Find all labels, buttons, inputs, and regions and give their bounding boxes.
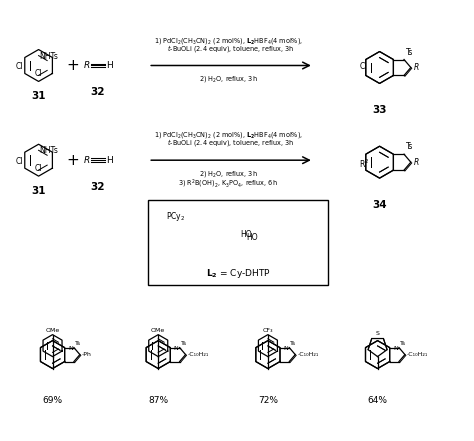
Text: N: N bbox=[174, 346, 179, 351]
Text: HO: HO bbox=[246, 233, 258, 242]
Text: 2) H$_2$O, reflux, 3h: 2) H$_2$O, reflux, 3h bbox=[199, 75, 257, 85]
Text: Ts: Ts bbox=[406, 142, 413, 151]
Text: $t$-BuOLi (2.4 equiv), toluene, reflux, 3h: $t$-BuOLi (2.4 equiv), toluene, reflux, … bbox=[162, 137, 294, 148]
Text: 3) R$^2$B(OH)$_2$, K$_3$PO$_4$, reflux, 6h: 3) R$^2$B(OH)$_2$, K$_3$PO$_4$, reflux, … bbox=[178, 178, 278, 191]
Text: -C₁₀H₂₁: -C₁₀H₂₁ bbox=[407, 352, 428, 357]
Text: R: R bbox=[414, 63, 419, 72]
Text: H: H bbox=[106, 156, 113, 164]
Text: NHTs: NHTs bbox=[40, 52, 58, 60]
Text: Ts: Ts bbox=[290, 340, 296, 346]
Text: 64%: 64% bbox=[367, 396, 388, 405]
Text: -C₁₀H₂₁: -C₁₀H₂₁ bbox=[297, 352, 319, 357]
Text: Ts: Ts bbox=[181, 340, 187, 346]
Text: OMe: OMe bbox=[46, 328, 60, 333]
Text: 33: 33 bbox=[373, 105, 387, 116]
Text: Ts: Ts bbox=[406, 48, 413, 56]
Text: 69%: 69% bbox=[43, 396, 63, 405]
Text: N: N bbox=[283, 346, 288, 351]
Text: 31: 31 bbox=[31, 91, 46, 101]
Text: $\mathbf{L_2}$ = Cy-DHTP: $\mathbf{L_2}$ = Cy-DHTP bbox=[206, 267, 271, 280]
Text: 32: 32 bbox=[90, 182, 105, 192]
Text: R$^2$: R$^2$ bbox=[359, 157, 369, 170]
Text: 31: 31 bbox=[31, 186, 46, 196]
Text: Ts: Ts bbox=[400, 340, 406, 346]
Text: 87%: 87% bbox=[148, 396, 168, 405]
Text: Ts: Ts bbox=[75, 340, 81, 346]
Text: H: H bbox=[106, 61, 113, 70]
Text: 1) PdCl$_2$(CH$_3$CN)$_2$ (2 mol%), $\mathbf{L_2}$HBF$_4$(4 mol%),: 1) PdCl$_2$(CH$_3$CN)$_2$ (2 mol%), $\ma… bbox=[154, 36, 302, 45]
Text: Cl: Cl bbox=[15, 157, 23, 166]
Text: -C₁₀H₂₁: -C₁₀H₂₁ bbox=[188, 352, 209, 357]
Text: 2) H$_2$O, reflux, 3h: 2) H$_2$O, reflux, 3h bbox=[199, 169, 257, 179]
Text: S: S bbox=[376, 331, 380, 336]
Text: NHTs: NHTs bbox=[40, 146, 58, 155]
Text: PCy$_2$: PCy$_2$ bbox=[166, 210, 186, 224]
Text: 72%: 72% bbox=[258, 396, 278, 405]
Text: 1) PdCl$_2$(CH$_3$CN)$_2$ (2 mol%), $\mathbf{L_2}$HBF$_4$(4 mol%),: 1) PdCl$_2$(CH$_3$CN)$_2$ (2 mol%), $\ma… bbox=[154, 130, 302, 140]
Text: -Ph: -Ph bbox=[82, 352, 92, 357]
Text: OMe: OMe bbox=[151, 328, 165, 333]
Text: +: + bbox=[66, 153, 79, 168]
Text: 32: 32 bbox=[90, 87, 105, 97]
Text: CF₃: CF₃ bbox=[263, 328, 273, 333]
Text: Cl: Cl bbox=[35, 69, 42, 78]
Text: Cl: Cl bbox=[15, 63, 23, 71]
Text: R: R bbox=[84, 61, 91, 70]
Text: HO: HO bbox=[241, 230, 252, 239]
Text: R: R bbox=[414, 158, 419, 167]
Text: Cl: Cl bbox=[35, 164, 42, 173]
Text: +: + bbox=[66, 58, 79, 73]
Text: N: N bbox=[393, 346, 398, 351]
Text: Cl: Cl bbox=[360, 63, 367, 71]
Bar bbox=[148, 200, 328, 285]
Text: 34: 34 bbox=[372, 200, 387, 210]
Text: $t$-BuOLi (2.4 equiv), toluene, reflux, 3h: $t$-BuOLi (2.4 equiv), toluene, reflux, … bbox=[162, 42, 294, 53]
Text: N: N bbox=[68, 346, 73, 351]
Text: R: R bbox=[84, 156, 91, 164]
